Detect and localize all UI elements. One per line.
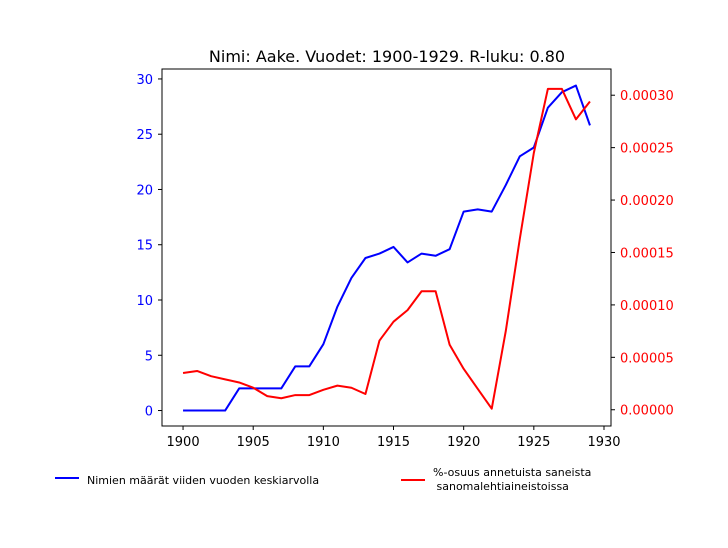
right-y-tick-label: 0.00020 [620, 194, 674, 209]
right-y-tick-label: 0.00010 [620, 299, 674, 314]
right-y-tick-label: 0.00025 [620, 142, 674, 157]
x-tick-label: 1915 [377, 435, 410, 450]
legend-label-2: %-osuus annetuista saneista sanomalehtia… [433, 466, 591, 493]
x-tick-label: 1910 [307, 435, 340, 450]
plot-area: 1900 1905 1910 1915 1920 1925 1930 0 5 10 15 20 25 30… [136, 68, 674, 450]
chart-title: Nimi: Aake. Vuodet: 1900-1929. R-luku: 0… [209, 47, 565, 66]
right-y-tick-label: 0.00030 [620, 89, 674, 104]
x-tick-label: 1900 [167, 435, 200, 450]
left-y-tick-label: 0 [145, 405, 153, 420]
legend-label-1: Nimien määrät viiden vuoden keskiarvolla [87, 474, 319, 487]
x-tick-label: 1925 [517, 435, 550, 450]
x-tick-label: 1930 [587, 435, 620, 450]
left-y-tick-label: 25 [136, 128, 153, 143]
left-y-tick-label: 15 [136, 239, 153, 254]
legend: Nimien määrät viiden vuoden keskiarvolla… [55, 466, 591, 493]
right-y-tick-label: 0.00015 [620, 246, 674, 261]
left-y-tick-label: 20 [136, 183, 153, 198]
series-line-2 [182, 87, 591, 410]
left-y-tick-label: 5 [145, 349, 153, 364]
right-y-tick-label: 0.00005 [620, 351, 674, 366]
left-y-tick-label: 10 [136, 294, 153, 309]
x-tick-label: 1920 [447, 435, 480, 450]
axes-frame [161, 68, 612, 427]
left-y-tick-label: 30 [136, 73, 153, 88]
right-y-tick-label: 0.00000 [620, 404, 674, 419]
x-tick-label: 1905 [237, 435, 270, 450]
series-line-1 [183, 84, 591, 412]
